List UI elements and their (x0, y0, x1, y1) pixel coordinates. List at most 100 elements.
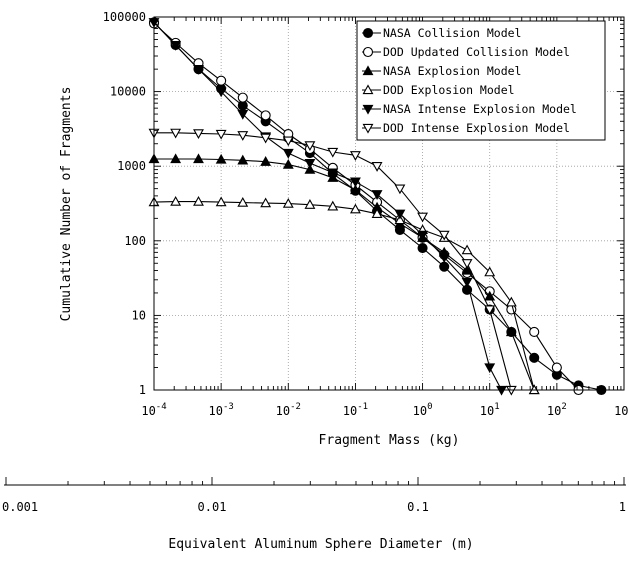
data-point (362, 65, 374, 76)
secondary-tick-label: 1 (619, 500, 626, 514)
x-tick-label: 10-4 (141, 402, 166, 418)
data-point (461, 277, 473, 288)
legend-item: NASA Explosion Model (362, 64, 521, 78)
x-tick-label: 100 (413, 402, 433, 418)
data-point (215, 196, 227, 207)
legend-item: DOD Intense Explosion Model (362, 121, 570, 135)
y-tick-label: 1 (139, 383, 146, 397)
data-point (484, 266, 496, 277)
legend-label: NASA Intense Explosion Model (383, 102, 577, 116)
legend-box (356, 20, 606, 141)
data-point (260, 110, 271, 121)
x-tick-label: 103 (614, 402, 629, 418)
x-tick-label: 102 (547, 402, 567, 418)
data-point (193, 129, 204, 140)
data-point (237, 196, 249, 207)
data-point (170, 128, 182, 139)
data-point (551, 362, 562, 373)
secondary-x-axis: 0.001 0.01 0.1 1 (2, 477, 626, 514)
y-tick-label: 1000 (117, 159, 146, 173)
secondary-axis-title: Equivalent Aluminum Sphere Diameter (m) (168, 537, 473, 552)
data-point (237, 109, 249, 120)
y-tick-label: 10000 (110, 85, 146, 99)
legend-label: DOD Updated Collision Model (383, 45, 570, 59)
data-point (237, 92, 248, 103)
x-tick-label: 10-1 (343, 402, 368, 418)
series-line (153, 201, 535, 391)
data-point (237, 154, 249, 165)
data-point (215, 129, 227, 140)
data-point (349, 184, 361, 195)
y-tick-label: 10 (132, 308, 146, 322)
data-point (417, 230, 429, 241)
data-point (304, 199, 316, 209)
data-point (260, 156, 272, 166)
plot-frame (153, 16, 625, 391)
data-point (484, 363, 496, 374)
x-tick-label: 10-2 (276, 402, 301, 418)
legend-label: NASA Collision Model (383, 26, 521, 40)
series-3 (148, 153, 540, 395)
legend-item: NASA Intense Explosion Model (362, 102, 577, 116)
data-point (529, 352, 540, 363)
data-point (394, 184, 406, 195)
data-point (362, 46, 374, 58)
data-point (461, 244, 473, 255)
secondary-tick-label: 0.001 (2, 500, 38, 514)
data-point (327, 147, 339, 158)
data-point (282, 136, 294, 147)
data-point (461, 264, 473, 275)
x-tick-label: 101 (480, 402, 500, 418)
legend-label: DOD Intense Explosion Model (383, 121, 570, 135)
data-point (282, 197, 294, 208)
data-point (260, 133, 272, 144)
data-point (260, 197, 272, 208)
data-point (170, 195, 182, 206)
data-layer (148, 17, 607, 396)
data-point (193, 195, 204, 206)
legend-item: DOD Explosion Model (362, 83, 515, 97)
data-point (349, 151, 361, 161)
data-point (349, 177, 361, 188)
data-point (371, 162, 383, 172)
data-point (505, 296, 517, 307)
data-point (505, 326, 517, 337)
secondary-tick-label: 0.1 (407, 500, 429, 514)
data-point (484, 290, 496, 301)
data-point (282, 158, 294, 169)
data-point (461, 259, 473, 269)
data-point (327, 168, 339, 179)
data-point (170, 153, 182, 164)
data-point (215, 87, 227, 98)
data-point (438, 253, 450, 263)
axis-layer: 1 10 100 1000 10000 100000 10-4 10-3 10-2 10-1 100… (103, 10, 629, 418)
y-tick-label: 100000 (103, 10, 146, 24)
data-point (304, 163, 316, 174)
data-point (362, 104, 374, 115)
data-point (362, 123, 374, 134)
data-point (282, 148, 294, 159)
legend-label: DOD Explosion Model (383, 83, 515, 97)
legend: NASA Collision Model DOD Updated Collisio… (356, 20, 606, 141)
data-point (362, 84, 374, 95)
data-point (438, 230, 450, 241)
data-point (362, 27, 374, 39)
legend-label: NASA Explosion Model (383, 64, 521, 78)
data-point (193, 64, 204, 75)
legend-item: DOD Updated Collision Model (362, 45, 570, 59)
data-point (371, 190, 383, 200)
data-point (417, 212, 429, 223)
secondary-tick-label: 0.01 (198, 500, 227, 514)
data-point (215, 153, 227, 164)
y-axis-title: Cumulative Number of Fragments (59, 87, 74, 322)
series-line (154, 158, 535, 391)
x-tick-label: 10-3 (208, 402, 233, 418)
data-point (170, 40, 182, 51)
data-point (304, 141, 316, 152)
data-point (349, 203, 361, 214)
data-point (394, 214, 406, 225)
data-point (327, 200, 339, 211)
data-point (484, 305, 496, 316)
